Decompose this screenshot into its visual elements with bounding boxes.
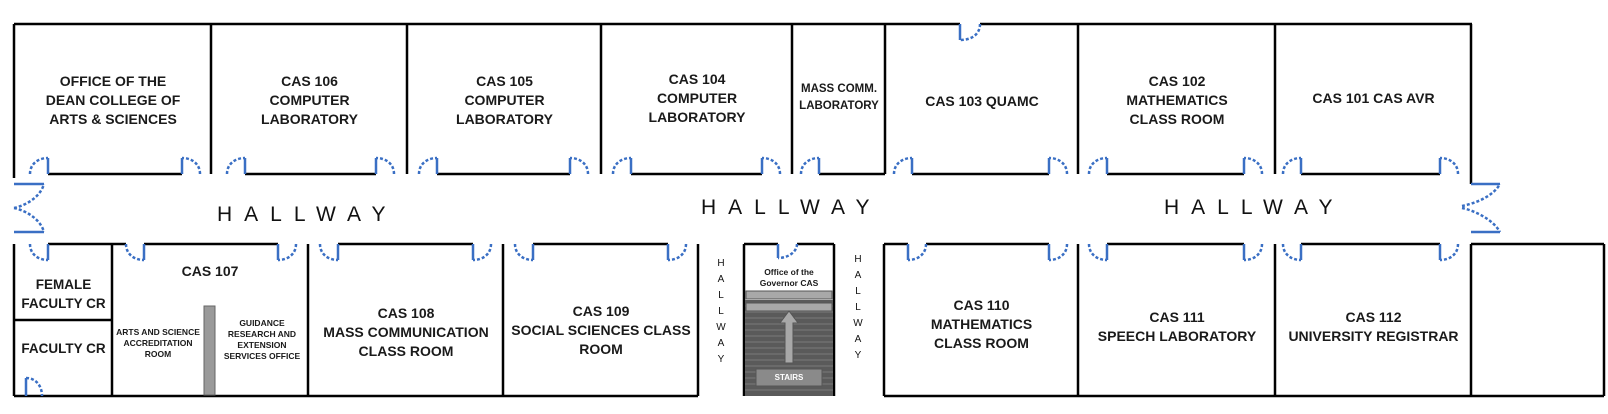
room-cas-109: CAS 109 SOCIAL SCIENCES CLASS ROOM: [511, 302, 691, 357]
room-cas-110: CAS 110 MATHEMATICS CLASS ROOM: [930, 296, 1033, 351]
room-arts-accreditation: ARTS AND SCIENCE ACCREDITATION ROOM: [116, 326, 200, 359]
stairs-graphic: [745, 290, 833, 396]
pillar: [203, 305, 216, 396]
room-mass-comm-lab: MASS COMM. LABORATORY: [799, 83, 879, 112]
room-cas-108: CAS 108 MASS COMMUNICATION CLASS ROOM: [323, 304, 489, 359]
stairs-label: STAIRS: [774, 373, 804, 382]
hallway-label-right: HALLWAY: [1164, 196, 1345, 219]
room-cas-103: CAS 103 QUAMC: [925, 92, 1039, 109]
door-markers: [13, 23, 1502, 397]
hallway-label-vertical-right: H A L L W A Y: [853, 254, 863, 361]
room-cas-107: CAS 107: [181, 262, 239, 279]
room-cas-104: CAS 104 COMPUTER LABORATORY: [648, 70, 746, 125]
room-faculty-cr: FACULTY CR: [21, 340, 106, 356]
room-cas-112: CAS 112 UNIVERSITY REGISTRAR: [1288, 309, 1459, 344]
room-cas-111: CAS 111 SPEECH LABORATORY: [1097, 309, 1257, 344]
room-cas-105: CAS 105 COMPUTER LABORATORY: [456, 72, 553, 127]
hallway-label-vertical-left: H A L L W A Y: [716, 258, 726, 365]
room-dean-office: OFFICE OF THE DEAN COLLEGE OF ARTS & SCI…: [45, 72, 181, 127]
hallway-label-left: HALLWAY: [217, 203, 398, 226]
room-guidance-office: GUIDANCE RESEARCH AND EXTENSION SERVICES…: [223, 318, 301, 361]
room-cas-106: CAS 106 COMPUTER LABORATORY: [261, 72, 358, 127]
room-cas-102: CAS 102 MATHEMATICS CLASS ROOM: [1126, 72, 1228, 127]
room-female-faculty-cr: FEMALE FACULTY CR: [21, 277, 106, 311]
hallway-label-center: HALLWAY: [701, 196, 882, 219]
room-cas-101: CAS 101 CAS AVR: [1312, 89, 1435, 106]
room-governor-office: Office of the Governor CAS: [759, 267, 819, 288]
